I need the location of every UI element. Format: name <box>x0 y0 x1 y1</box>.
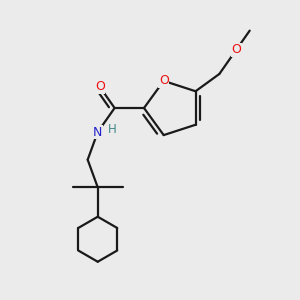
Text: O: O <box>231 44 241 56</box>
Text: O: O <box>159 74 169 87</box>
Text: O: O <box>95 80 105 93</box>
Text: H: H <box>108 123 116 136</box>
Text: N: N <box>93 126 102 139</box>
